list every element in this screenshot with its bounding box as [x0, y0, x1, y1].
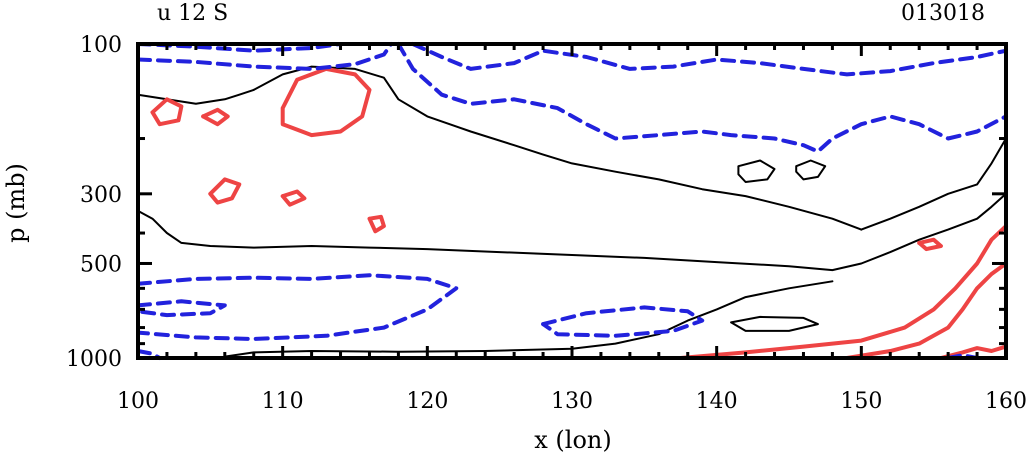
zero-contour-4 [223, 280, 834, 358]
negative-contour-19 [136, 42, 394, 71]
x-tick-label-100: 100 [117, 389, 159, 414]
positive-contour-17 [938, 344, 1008, 360]
negative-contour-21 [410, 42, 1008, 77]
y-tick-label-500: 500 [80, 252, 122, 277]
zero-contour-2 [137, 88, 255, 105]
y-tick-label-1000: 1000 [66, 347, 122, 372]
negative-contour-20 [396, 42, 1008, 154]
positive-contour-9 [150, 97, 184, 127]
x-tick-label-130: 130 [551, 389, 593, 414]
zero-contour-6 [795, 159, 827, 181]
x-tick-label-120: 120 [406, 389, 448, 414]
positive-contour-14 [678, 224, 1008, 360]
y-tick-label-300: 300 [80, 183, 122, 208]
positive-contour-11 [208, 177, 242, 205]
y-tick-label-100: 100 [80, 33, 122, 58]
chart-title-right: 013018 [901, 1, 985, 26]
negative-contour-24 [541, 305, 705, 338]
zero-contour-5 [737, 159, 776, 183]
positive-contour-16 [917, 237, 943, 252]
zero-contour-7 [730, 315, 819, 332]
negative-contour-23 [136, 299, 227, 318]
zero-contour-0 [137, 192, 1007, 272]
positive-contour-10 [201, 107, 230, 127]
x-tick-label-150: 150 [840, 389, 882, 414]
negative-contour-22 [136, 273, 459, 341]
positive-contour-8 [280, 66, 372, 138]
x-axis-label: x (lon) [534, 426, 611, 454]
contour-layer [136, 42, 1008, 360]
chart-title-left: u 12 S [157, 1, 228, 26]
y-axis-label: p (mb) [2, 163, 30, 243]
x-tick-label-110: 110 [262, 389, 304, 414]
zero-contour-3 [860, 137, 1007, 231]
positive-contour-13 [367, 214, 386, 234]
tick-layer: 100 110 120 130 140 150 160 100 300 500 1000 [66, 33, 1027, 414]
x-tick-label-140: 140 [696, 389, 738, 414]
positive-contour-12 [280, 189, 307, 207]
positive-contour-15 [844, 261, 1008, 360]
x-tick-label-160: 160 [985, 389, 1027, 414]
plot-frame [136, 42, 1008, 360]
zero-contour-1 [252, 65, 863, 231]
